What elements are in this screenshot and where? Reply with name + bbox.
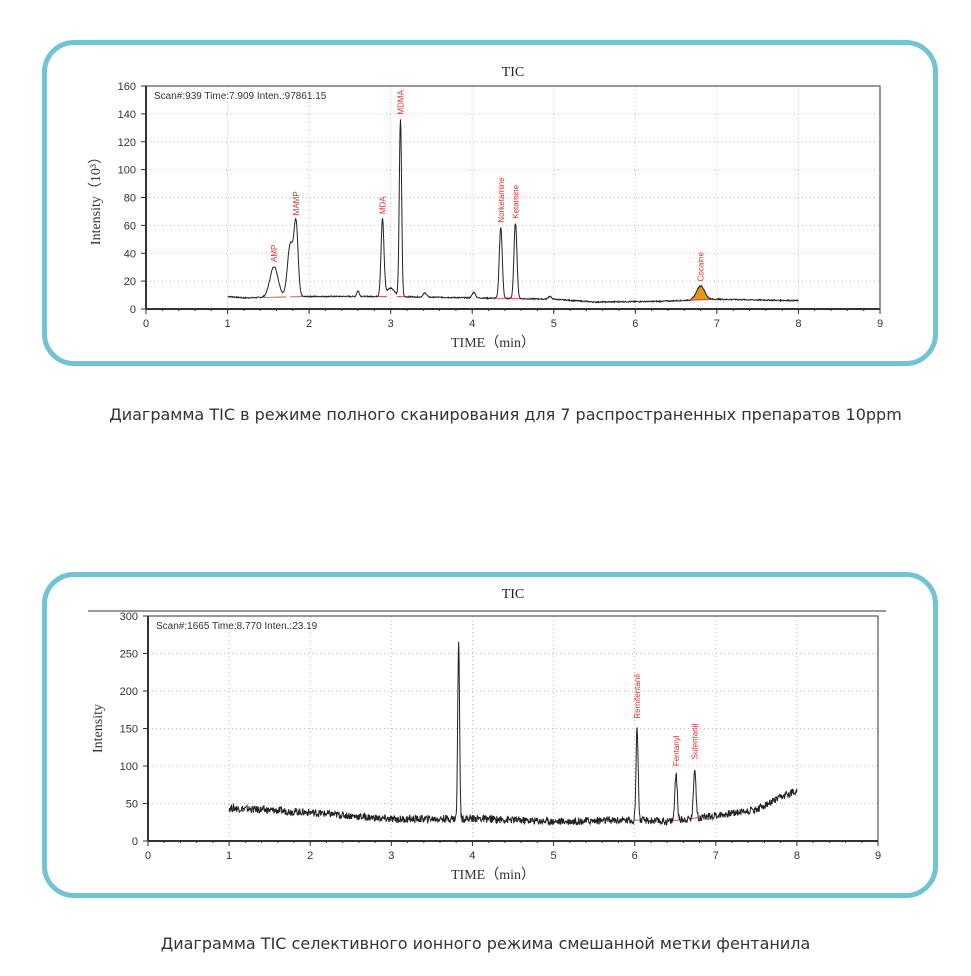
peak-label: AMP [270,245,279,262]
x-tick-label: 5 [550,850,556,862]
chart-title: TIC [502,65,525,80]
chart-frame-sim [42,572,938,898]
x-axis-label: TIME（min） [451,867,535,883]
x-tick-label: 9 [877,318,883,330]
peak-label: Sufentanil [691,724,700,760]
y-tick-label: 20 [124,276,136,288]
peak-label: MAMP [292,191,301,215]
y-tick-label: 40 [124,248,136,260]
peak-label: Fentanyl [672,735,681,766]
x-tick-label: 1 [226,850,232,862]
x-tick-label: 3 [388,850,394,862]
y-tick-label: 150 [120,724,138,736]
y-tick-label: 100 [118,165,136,177]
peak-label: MDMA [396,89,405,114]
x-tick-label: 0 [143,318,149,330]
peak-fill-cocaine [690,285,711,301]
y-tick-label: 160 [118,81,136,93]
integration-baseline [690,817,699,819]
x-tick-label: 2 [306,318,312,330]
tic-trace [228,641,798,826]
y-tick-label: 50 [126,799,138,811]
y-axis-label: Intensity（10³） [88,150,104,245]
peak-label: Ketamine [511,184,520,218]
x-tick-label: 1 [224,318,230,330]
caption-full-scan: Диаграмма TIC в режиме полного сканирова… [109,405,902,424]
x-tick-label: 3 [388,318,394,330]
scan-info: Scan#:939 Time:7.909 Inten.:97861.15 [154,91,327,102]
x-tick-label: 0 [145,850,151,862]
peak-label: Cocaine [697,251,706,281]
y-tick-label: 0 [132,836,138,848]
chart-frame-full-scan [42,40,938,366]
integration-baseline [261,296,287,298]
peak-label: Remifentanil [633,674,642,719]
x-tick-label: 8 [794,850,800,862]
y-tick-label: 60 [124,220,136,232]
x-tick-label: 6 [632,318,638,330]
x-tick-label: 7 [713,850,719,862]
x-axis-label: TIME（min） [451,335,535,351]
y-tick-label: 140 [118,109,136,121]
scan-info: Scan#:1665 Time:8.770 Inten.:23.19 [156,621,318,632]
integration-baseline [688,298,713,301]
peak-label: Norketamine [497,177,506,223]
y-axis-label: Intensity [91,704,106,753]
peak-label: MDA [379,196,388,214]
caption-sim: Диаграмма TIC селективного ионного режим… [160,934,811,953]
x-tick-label: 2 [307,850,313,862]
y-tick-label: 120 [118,137,136,149]
integration-baseline [672,819,680,822]
y-tick-label: 0 [130,304,136,316]
x-tick-label: 8 [795,318,801,330]
x-tick-label: 6 [632,850,638,862]
y-tick-label: 300 [120,611,138,623]
x-tick-label: 9 [875,850,881,862]
x-tick-label: 5 [551,318,557,330]
y-tick-label: 80 [124,193,136,205]
chart-title: TIC [502,587,525,602]
x-tick-label: 4 [469,318,475,330]
y-tick-label: 200 [120,686,138,698]
y-tick-label: 250 [120,649,138,661]
y-tick-label: 100 [120,761,138,773]
x-tick-label: 4 [469,850,475,862]
tic-trace [227,119,799,304]
x-tick-label: 7 [714,318,720,330]
